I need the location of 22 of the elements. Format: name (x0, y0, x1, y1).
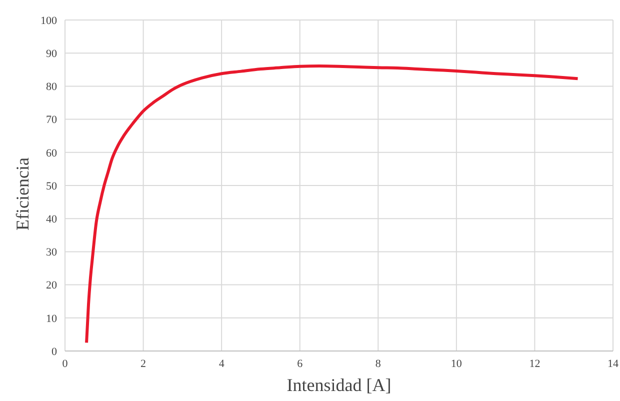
x-tick-label: 2 (140, 358, 146, 370)
y-tick-label: 50 (46, 180, 58, 192)
x-tick-label: 14 (608, 358, 619, 370)
y-tick-label: 30 (46, 246, 58, 259)
y-axis-title: Eficiencia (12, 158, 32, 230)
x-axis-title: Intensidad [A] (286, 375, 392, 395)
x-tick-label: 4 (218, 358, 225, 370)
y-tick-label: 10 (46, 312, 58, 325)
y-tick-label: 80 (46, 81, 58, 94)
y-tick-label: 100 (40, 14, 58, 27)
x-tick-label: 6 (297, 358, 304, 370)
y-tick-label: 90 (46, 48, 58, 60)
y-tick-label: 0 (52, 346, 58, 358)
x-tick-label: 0 (62, 358, 68, 370)
x-tick-label: 12 (529, 358, 540, 370)
x-tick-label: 8 (375, 358, 382, 370)
y-tick-label: 60 (46, 147, 58, 160)
y-tick-label: 70 (46, 114, 58, 126)
line-series (85, 64, 580, 344)
y-tick-label: 20 (46, 280, 58, 292)
y-tick-label: 40 (46, 214, 58, 226)
x-tick-label: 10 (450, 358, 462, 370)
